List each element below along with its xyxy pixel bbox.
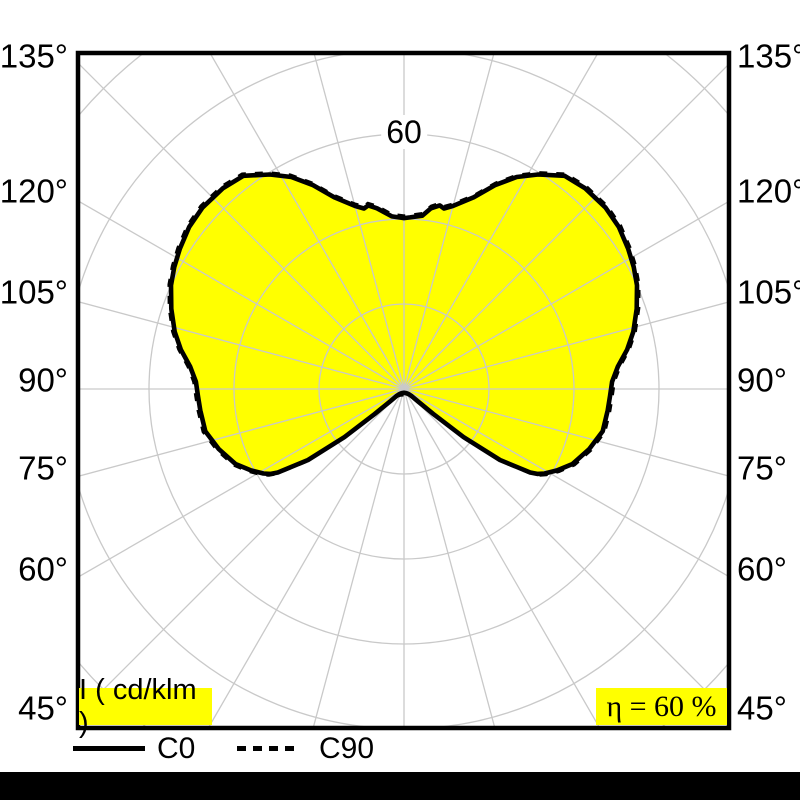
- grid-ray-345: [313, 388, 405, 726]
- grid-ray-75: [403, 388, 727, 477]
- legend-c0-line-swatch: [73, 746, 145, 751]
- grid-ray-285: [80, 388, 405, 477]
- grid-ray-30: [403, 388, 600, 726]
- plot-frame: [75, 50, 732, 731]
- grid-ray-150: [403, 55, 598, 390]
- angle-label-right-105: 105°: [737, 273, 800, 311]
- angle-label-left-120: 120°: [0, 172, 68, 210]
- grid-ray-15: [403, 388, 495, 726]
- grid-ray-240: [80, 201, 405, 390]
- efficiency-box: η = 60 %: [596, 688, 727, 725]
- grid-ray-300: [80, 388, 405, 577]
- angle-label-right-90: 90°: [737, 361, 787, 399]
- angle-label-right-135: 135°: [737, 37, 800, 75]
- angle-label-left-45: 45°: [18, 689, 68, 727]
- c0-curve: [168, 172, 640, 477]
- grid-ray-225: [80, 64, 405, 390]
- angle-label-left-60: 60°: [18, 550, 68, 588]
- grid-ray-105: [403, 301, 727, 390]
- legend-c90-line-swatch: [237, 746, 294, 751]
- intensity-unit-box: I ( cd/klm ): [79, 674, 212, 739]
- angle-label-left-75: 75°: [18, 449, 68, 487]
- angle-label-right-120: 120°: [737, 172, 800, 210]
- grid-ray-135: [403, 65, 727, 390]
- angle-label-left-135: 135°: [0, 37, 68, 75]
- angle-label-right-45: 45°: [737, 689, 787, 727]
- angle-label-right-75: 75°: [737, 449, 787, 487]
- grid-ray-195: [313, 55, 405, 390]
- grid-ray-60: [403, 388, 727, 577]
- angle-label-right-60: 60°: [737, 550, 787, 588]
- grid-ray-165: [403, 55, 495, 390]
- grid-ray-255: [80, 301, 405, 390]
- legend-c90-label: C90: [319, 732, 375, 765]
- angle-label-left-90: 90°: [18, 361, 68, 399]
- ring-value-label: 60: [381, 115, 427, 149]
- grid-ray-210: [210, 55, 405, 390]
- grid-ray-330: [208, 388, 405, 726]
- bottom-black-bar: [0, 772, 800, 800]
- legend-c0-label: C0: [157, 732, 196, 765]
- angle-label-left-105: 105°: [0, 273, 68, 311]
